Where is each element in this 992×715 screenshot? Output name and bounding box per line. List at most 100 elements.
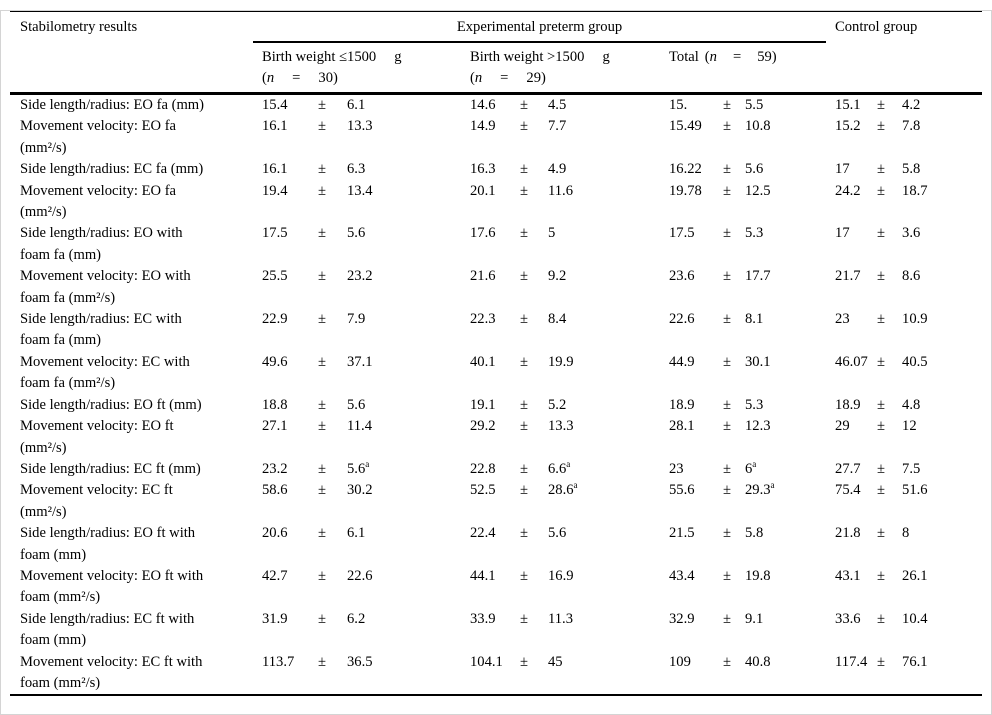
subheader-birthweight-high: Birth weight >1500 g (n = 29) [461, 42, 660, 95]
plus-minus-symbol: ± [520, 353, 529, 370]
row-label-line: Side length/radius: EC ft (mm) [20, 460, 201, 477]
table-row: Side length/radius: EO ft (mm) 18.8 ±5.6 19… [10, 395, 982, 416]
sd-value: 6.6a [548, 459, 571, 477]
value-cell: 44.9 ±30.1 [660, 352, 826, 395]
footnote-marker: a [365, 459, 370, 470]
value-cell: 40.1 ±19.9 [461, 352, 660, 395]
sd-value: 3.6 [902, 225, 921, 242]
mean-value: 23.6 [669, 268, 695, 285]
table-row: Side length/radius: EO ft with foam (mm) 2… [10, 523, 982, 566]
value-cell: 21.6 ±9.2 [461, 266, 660, 309]
sd-value: 13.4 [347, 182, 373, 199]
plus-minus-symbol: ± [723, 118, 732, 135]
plus-minus-symbol: ± [318, 118, 327, 135]
value-cell: 16.3 ±4.9 [461, 159, 660, 180]
table-row: Side length/radius: EC ft with foam (mm) 3… [10, 609, 982, 652]
sd-value: 5.5 [745, 97, 764, 113]
table-title: Stabilometry results [20, 19, 138, 35]
total-label: Total [669, 49, 699, 65]
sd-value: 9.2 [548, 268, 567, 285]
row-label-line: foam (mm²/s) [20, 589, 101, 606]
plus-minus-symbol: ± [520, 118, 529, 135]
plus-minus-symbol: ± [318, 311, 327, 328]
value-cell: 23.6 ±17.7 [660, 266, 826, 309]
mean-value: 55.6 [669, 482, 695, 499]
sd-value: 5.6 [347, 225, 366, 242]
value-cell: 21.5 ±5.8 [660, 523, 826, 566]
plus-minus-symbol: ± [520, 268, 529, 285]
mean-value: 17.5 [669, 225, 695, 242]
mean-value: 25.5 [262, 268, 288, 285]
sd-value: 7.8 [902, 118, 921, 135]
subheader-empty-label [10, 42, 253, 95]
plus-minus-symbol: ± [520, 610, 529, 627]
sd-value: 23.2 [347, 268, 373, 285]
plus-minus-symbol: ± [877, 161, 886, 178]
n-count: 30) [318, 70, 338, 86]
sd-value: 13.3 [548, 418, 574, 435]
value-cell: 19.1 ±5.2 [461, 395, 660, 416]
row-label: Side length/radius: EC ft with foam (mm) [10, 609, 253, 652]
plus-minus-symbol: ± [520, 653, 529, 670]
plus-minus-symbol: ± [723, 460, 732, 477]
row-label-line: foam (mm) [20, 546, 87, 563]
paren-open: ( [704, 49, 710, 65]
row-label-line: Movement velocity: EO with [20, 268, 191, 285]
plus-minus-symbol: ± [520, 418, 529, 435]
mean-value: 43.1 [835, 567, 861, 584]
row-label-line: Side length/radius: EO ft with [20, 525, 196, 542]
n-symbol: n [474, 70, 483, 86]
table-row: Movement velocity: EO ft (mm²/s) 27.1 ±11.4… [10, 416, 982, 459]
footnote-marker: a [566, 459, 571, 470]
value-cell: 44.1 ±16.9 [461, 566, 660, 609]
value-cell: 23.2 ±5.6a [253, 459, 461, 480]
sd-value: 8.4 [548, 311, 567, 328]
mean-value: 44.9 [669, 353, 695, 370]
value-cell: 20.6 ±6.1 [253, 523, 461, 566]
plus-minus-symbol: ± [877, 118, 886, 135]
sd-value: 5.3 [745, 225, 764, 242]
value-cell: 19.4 ±13.4 [253, 181, 461, 224]
row-label-line: Movement velocity: EO ft with [20, 567, 204, 584]
value-cell: 46.07 ±40.5 [826, 352, 982, 395]
sd-value: 16.9 [548, 567, 574, 584]
value-cell: 27.1 ±11.4 [253, 416, 461, 459]
mean-value: 18.9 [835, 396, 861, 413]
n-symbol: n [266, 70, 275, 86]
sd-value: 8 [902, 525, 910, 542]
plus-minus-symbol: ± [877, 418, 886, 435]
plus-minus-symbol: ± [877, 97, 886, 113]
sd-value: 7.5 [902, 460, 921, 477]
value-cell: 55.6 ±29.3a [660, 480, 826, 523]
mean-value: 27.7 [835, 460, 861, 477]
experimental-group-label: Experimental preterm group [456, 19, 623, 35]
plus-minus-symbol: ± [877, 567, 886, 584]
mean-value: 40.1 [470, 353, 496, 370]
value-cell: 14.9 ±7.7 [461, 116, 660, 159]
row-label: Movement velocity: EO ft (mm²/s) [10, 416, 253, 459]
value-cell: 33.9 ±11.3 [461, 609, 660, 652]
sd-value: 18.7 [902, 182, 928, 199]
row-label-line: Side length/radius: EO fa (mm) [20, 97, 205, 113]
unit-label: g [602, 49, 610, 65]
value-cell: 22.3 ±8.4 [461, 309, 660, 352]
sd-value: 28.6a [548, 480, 578, 499]
row-label-line: foam fa (mm) [20, 246, 102, 263]
mean-value: 16.22 [669, 161, 702, 178]
sd-value: 4.9 [548, 161, 567, 178]
plus-minus-symbol: ± [520, 460, 529, 477]
value-cell: 23 ±6a [660, 459, 826, 480]
plus-minus-symbol: ± [877, 610, 886, 627]
sd-value: 12.5 [745, 182, 771, 199]
sd-value: 19.8 [745, 567, 771, 584]
mean-value: 49.6 [262, 353, 288, 370]
n-symbol: n [709, 49, 717, 65]
row-label: Side length/radius: EC ft (mm) [10, 459, 253, 480]
mean-value: 21.8 [835, 525, 861, 542]
mean-value: 52.5 [470, 482, 496, 499]
row-label: Movement velocity: EO fa (mm²/s) [10, 116, 253, 159]
table-row: Movement velocity: EO fa (mm²/s) 16.1 ±13.3… [10, 116, 982, 159]
mean-value: 20.1 [470, 182, 496, 199]
value-cell: 17.5 ±5.6 [253, 223, 461, 266]
mean-value: 22.3 [470, 311, 496, 328]
